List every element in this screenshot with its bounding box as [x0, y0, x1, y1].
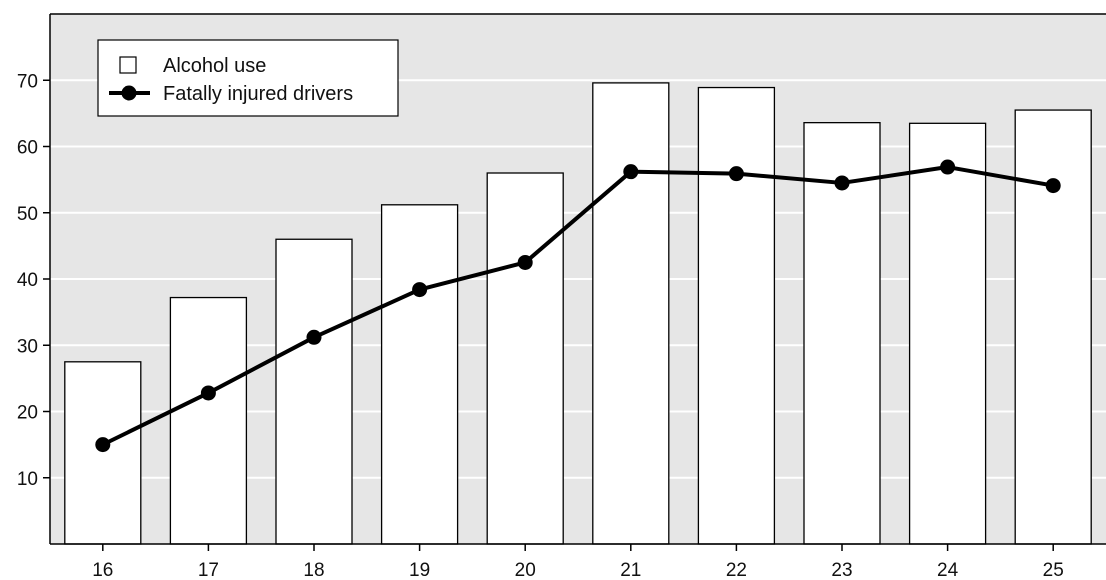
bar-series: [64, 82, 1092, 545]
bar-21: [592, 82, 670, 545]
bar-17: [169, 296, 248, 545]
line-fatally-injured-drivers: [101, 165, 1054, 447]
y-tick-label-10: 10: [17, 469, 38, 490]
bar-16: [64, 361, 142, 545]
x-tick-label-17: 17: [198, 560, 219, 580]
x-tick-label-23: 23: [831, 560, 852, 580]
x-tick-label-24: 24: [937, 560, 959, 580]
x-tick-label-19: 19: [409, 560, 430, 580]
axes: 10 20 30 40 50 60 70 16 17 18 19 20 21 22 23 24 25: [17, 13, 1106, 580]
point-21: [623, 164, 639, 180]
point-16: [95, 437, 111, 453]
bar-20: [486, 172, 564, 545]
point-19: [412, 282, 428, 298]
y-tick-label-70: 70: [17, 71, 38, 92]
bar-24: [908, 122, 987, 545]
bar-18: [275, 238, 353, 545]
legend: Alcohol use Fatally injured drivers: [97, 39, 399, 117]
y-tick-label-50: 50: [17, 204, 38, 225]
x-tick-label-22: 22: [726, 560, 747, 580]
bar-23: [803, 122, 881, 545]
point-18: [306, 329, 322, 345]
bar-25: [1014, 109, 1092, 545]
x-tick-label-25: 25: [1043, 560, 1064, 580]
y-tick-label-60: 60: [17, 138, 38, 159]
point-20: [517, 254, 533, 270]
x-tick-label-21: 21: [620, 560, 641, 580]
x-tick-label-16: 16: [92, 560, 113, 580]
x-tick-label-20: 20: [515, 560, 536, 580]
point-24: [940, 159, 956, 175]
bar-22: [697, 86, 776, 545]
legend-label-alcohol-use: Alcohol use: [163, 55, 266, 77]
x-tick-label-18: 18: [303, 560, 324, 580]
legend-swatch-bar: [119, 56, 137, 74]
point-22: [728, 166, 744, 182]
point-17: [200, 385, 216, 401]
line-series: [95, 159, 1061, 453]
y-tick-label-40: 40: [17, 270, 38, 291]
legend-swatch-dot: [121, 85, 137, 101]
bar-19: [380, 204, 459, 545]
legend-box: [97, 39, 399, 117]
y-tick-label-20: 20: [17, 403, 38, 424]
point-23: [834, 175, 850, 191]
point-25: [1045, 178, 1061, 194]
legend-label-fatally-injured-drivers: Fatally injured drivers: [163, 83, 353, 105]
y-tick-label-30: 30: [17, 336, 38, 357]
